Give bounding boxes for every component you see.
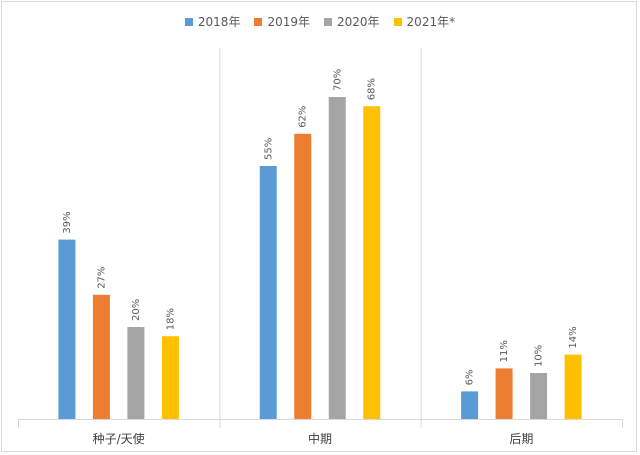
data-label-2-1: 11% — [499, 340, 510, 362]
legend-swatch-2018 — [184, 17, 193, 26]
legend-item-2019: 2019年 — [254, 13, 310, 30]
data-label-2-2: 10% — [534, 345, 545, 367]
bar-2-2 — [530, 373, 548, 419]
data-label-0-3: 18% — [165, 308, 176, 330]
bar-2-1 — [495, 368, 513, 419]
data-label-0-2: 20% — [131, 299, 142, 321]
bar-2-0 — [461, 391, 479, 419]
data-label-1-1: 62% — [298, 106, 309, 128]
bar-0-3 — [161, 336, 179, 419]
legend-label-2020: 2020年 — [337, 15, 380, 29]
x-tick-label-0: 种子/天使 — [93, 431, 145, 446]
data-label-0-1: 27% — [96, 267, 107, 289]
data-label-1-3: 68% — [367, 78, 378, 100]
x-tick-label-2: 后期 — [509, 432, 533, 446]
legend-label-2021: 2021年* — [406, 15, 456, 29]
data-label-1-2: 70% — [332, 69, 343, 91]
legend-label-2018: 2018年 — [197, 15, 241, 29]
bar-0-2 — [127, 327, 145, 419]
bar-0-0 — [58, 239, 76, 419]
legend-swatch-2019 — [254, 17, 263, 26]
legend-item-2021: 2021年* — [393, 13, 456, 30]
bar-2-3 — [564, 354, 582, 419]
legend-label-2019: 2019年 — [267, 15, 310, 29]
data-label-1-0: 55% — [263, 138, 274, 160]
bar-0-1 — [92, 294, 110, 419]
legend-item-2018: 2018年 — [184, 13, 241, 30]
data-label-2-3: 14% — [568, 326, 579, 348]
legend-item-2020: 2020年 — [324, 13, 380, 30]
legend-swatch-2021 — [393, 17, 402, 26]
data-label-0-0: 39% — [62, 211, 73, 233]
bar-1-3 — [363, 106, 381, 419]
bar-1-0 — [259, 166, 277, 419]
x-tick-label-1: 中期 — [308, 431, 332, 446]
data-label-2-0: 6% — [465, 370, 476, 386]
bar-1-2 — [328, 97, 346, 419]
legend-swatch-2020 — [324, 17, 332, 26]
legend: 2018年 2019年 2020年 2021年* — [0, 13, 640, 30]
bar-1-1 — [294, 133, 312, 420]
